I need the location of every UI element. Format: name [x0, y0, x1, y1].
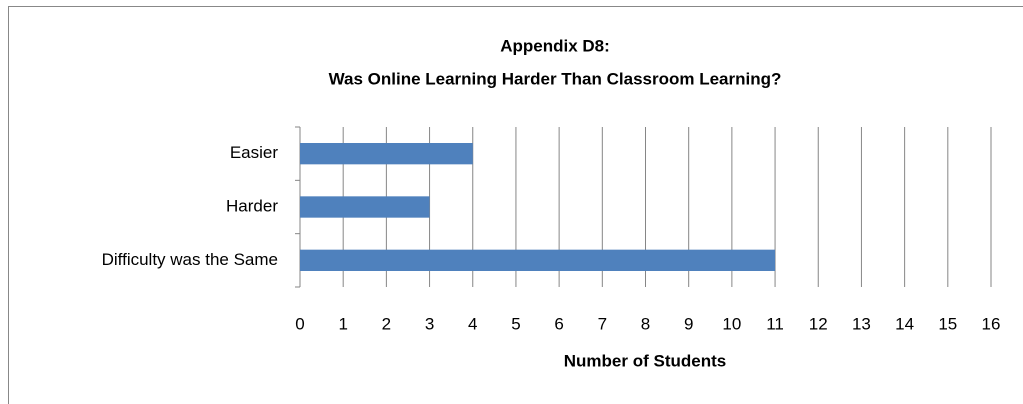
- x-tick-label: 15: [938, 314, 957, 333]
- y-tick-label: Difficulty was the Same: [102, 250, 278, 269]
- x-tick-label: 13: [852, 314, 871, 333]
- x-tick-label: 1: [338, 314, 347, 333]
- bar: [300, 143, 473, 165]
- x-tick-label: 14: [895, 314, 914, 333]
- chart-border: [8, 6, 1023, 404]
- bar: [300, 249, 776, 271]
- x-tick-label: 4: [468, 314, 477, 333]
- x-tick-label: 8: [641, 314, 650, 333]
- x-axis-title: Number of Students: [564, 351, 726, 370]
- x-tick-label: 6: [554, 314, 563, 333]
- x-tick-label: 9: [684, 314, 693, 333]
- y-tick-label: Easier: [230, 143, 279, 162]
- x-tick-label: 5: [511, 314, 520, 333]
- x-tick-label: 7: [598, 314, 607, 333]
- chart-title: Was Online Learning Harder Than Classroo…: [329, 69, 782, 88]
- x-tick-label: 12: [809, 314, 828, 333]
- x-tick-label: 11: [766, 314, 784, 333]
- x-tick-label: 10: [722, 314, 741, 333]
- x-tick-label: 3: [425, 314, 434, 333]
- bar: [300, 196, 430, 218]
- chart-title: Appendix D8:: [500, 36, 610, 55]
- x-tick-label: 0: [295, 314, 304, 333]
- x-tick-label: 2: [382, 314, 391, 333]
- x-tick-label: 16: [982, 314, 1001, 333]
- y-tick-label: Harder: [226, 196, 278, 215]
